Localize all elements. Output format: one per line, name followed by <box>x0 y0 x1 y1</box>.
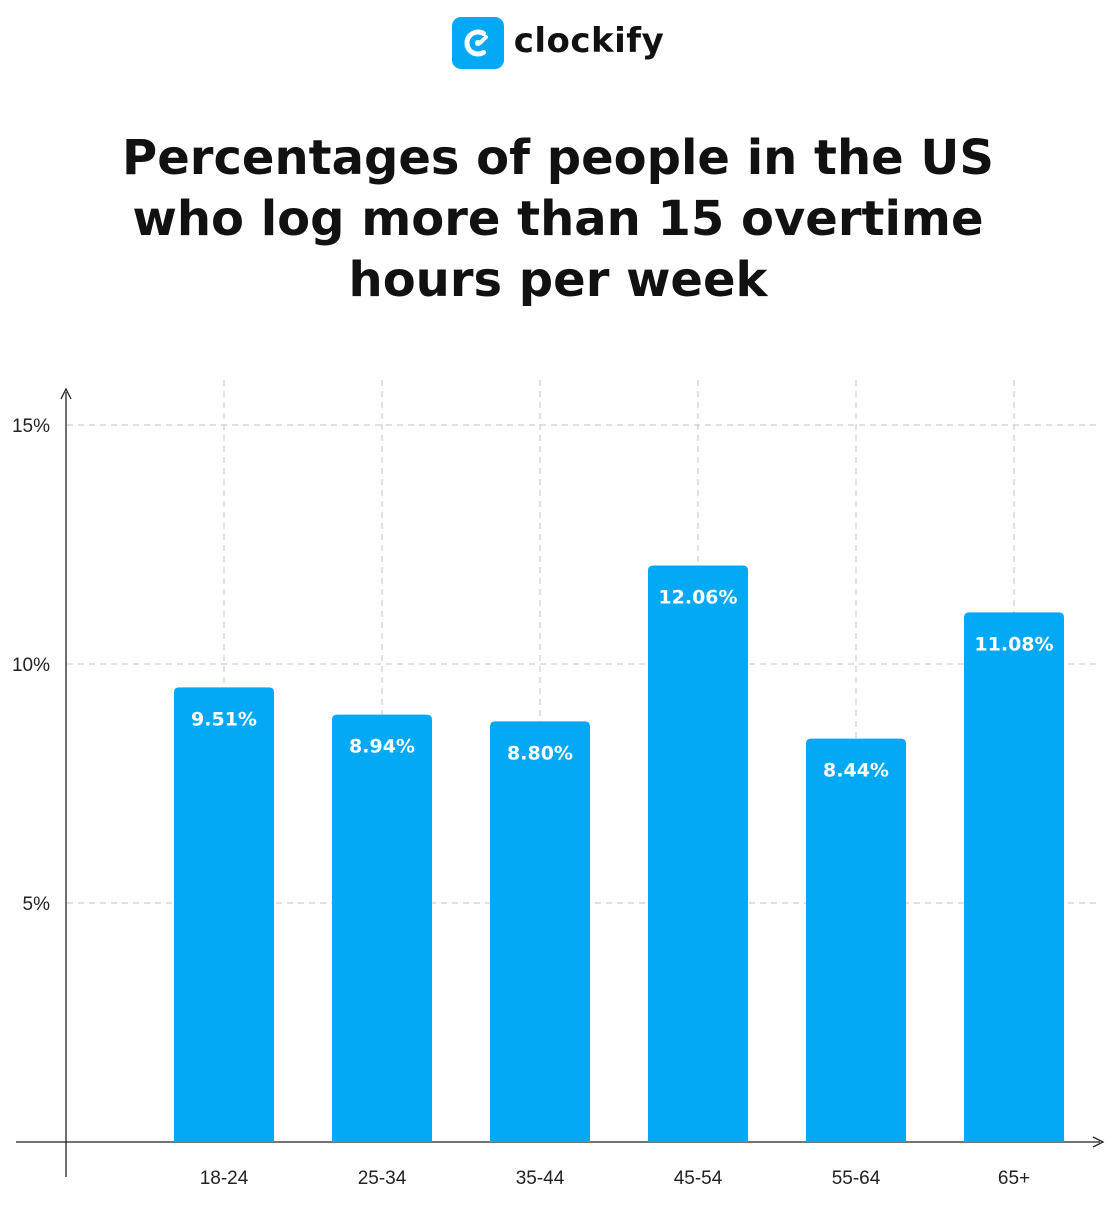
x-tick-label: 65+ <box>998 1168 1030 1189</box>
bar-35-44 <box>490 721 590 1142</box>
bar-value-label: 11.08% <box>974 633 1053 655</box>
x-axis-arrow <box>1092 1136 1105 1148</box>
logo-glyph <box>464 29 488 57</box>
y-tick-label: 15% <box>12 416 50 437</box>
bar-value-label: 8.44% <box>823 760 889 782</box>
x-tick-label: 45-54 <box>674 1168 723 1189</box>
clockify-logo-icon <box>451 17 504 69</box>
chart-title: Percentages of people in the US who log … <box>122 130 994 308</box>
bar-value-label: 8.94% <box>349 736 415 758</box>
bar-55-64 <box>806 738 906 1142</box>
bar-45-54 <box>648 565 748 1142</box>
y-tick-label: 10% <box>12 655 50 676</box>
x-tick-label: 55-64 <box>832 1168 881 1189</box>
y-axis-arrow <box>60 387 72 400</box>
bar-18-24 <box>174 687 274 1142</box>
x-tick-label: 18-24 <box>200 1168 249 1189</box>
bar-value-label: 12.06% <box>658 587 737 609</box>
bar-65+ <box>964 612 1064 1142</box>
y-tick-label: 5% <box>23 894 51 915</box>
brand-header: clockify <box>0 17 1116 69</box>
bar-value-label: 8.80% <box>507 742 573 764</box>
bar-value-label: 9.51% <box>191 708 257 730</box>
brand-name: clockify <box>513 21 665 61</box>
x-tick-label: 25-34 <box>358 1168 407 1189</box>
grid-lines <box>67 380 1100 1142</box>
x-tick-label: 35-44 <box>516 1168 565 1189</box>
bars <box>174 565 1064 1142</box>
labels: 5% 10% 15% 9.51% 18-24 8.94% 25-34 8.80% 35-44 12… <box>12 416 1054 1189</box>
bar-25-34 <box>332 714 432 1142</box>
